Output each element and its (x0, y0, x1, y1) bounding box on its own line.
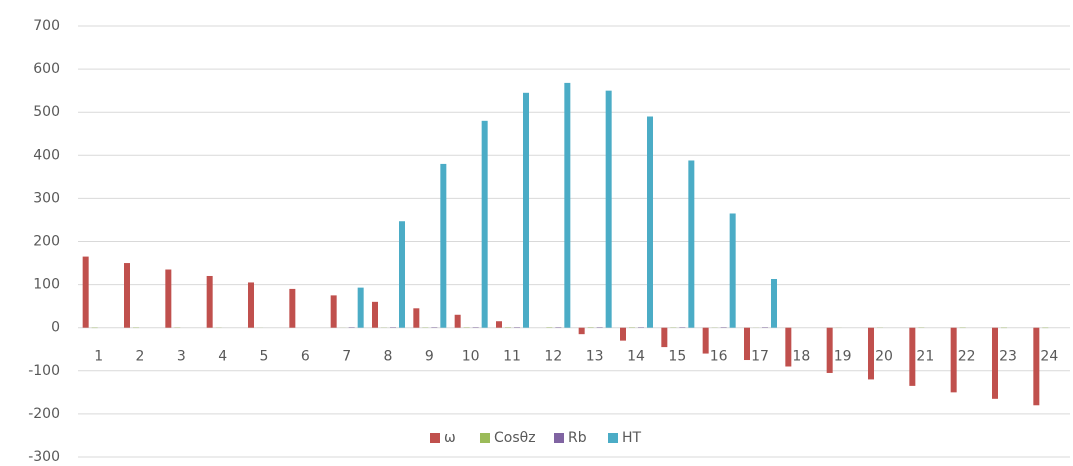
legend-label: HT (622, 430, 642, 446)
bar (248, 282, 254, 328)
bar (771, 278, 777, 328)
x-tick-label: 18 (792, 349, 810, 365)
bar (564, 82, 571, 328)
x-tick-label: 4 (218, 349, 227, 365)
x-tick-label: 1 (94, 349, 103, 365)
bar (620, 327, 626, 341)
x-tick-label: 21 (916, 349, 934, 365)
legend-label: Cosθz (494, 430, 536, 446)
bar (909, 327, 916, 386)
y-tick-label: 200 (33, 234, 60, 250)
x-tick-label: 8 (384, 349, 393, 365)
bar (702, 327, 709, 354)
y-tick-label: 600 (33, 61, 60, 77)
bar (523, 92, 529, 328)
x-tick-label: 3 (177, 349, 186, 365)
bar (647, 116, 653, 328)
y-tick-label: 300 (33, 190, 60, 206)
x-tick-label: 24 (1040, 349, 1058, 365)
x-tick-label: 16 (710, 349, 728, 365)
bar (605, 90, 612, 328)
bar (454, 314, 461, 328)
bar (661, 327, 668, 348)
bar (165, 269, 172, 328)
bar (729, 213, 736, 328)
x-tick-label: 12 (544, 349, 562, 365)
y-tick-label: 700 (33, 18, 60, 34)
bar (744, 327, 750, 361)
x-tick-label: 20 (875, 349, 893, 365)
bar (1033, 327, 1040, 406)
x-tick-label: 15 (668, 349, 686, 365)
x-tick-label: 22 (958, 349, 976, 365)
bar (124, 263, 130, 328)
y-tick-label: -100 (28, 363, 60, 379)
legend-swatch (608, 433, 618, 443)
y-tick-label: -300 (28, 449, 60, 465)
bar (578, 327, 585, 335)
y-tick-label: 0 (51, 320, 60, 336)
x-tick-label: 2 (136, 349, 145, 365)
bar (688, 160, 695, 328)
bar (413, 308, 420, 328)
y-tick-label: -200 (28, 406, 60, 422)
bar (785, 327, 792, 367)
x-tick-label: 11 (503, 349, 521, 365)
x-tick-label: 5 (260, 349, 269, 365)
x-tick-label: 7 (342, 349, 351, 365)
bar (496, 321, 502, 328)
bar (372, 301, 378, 328)
y-tick-label: 400 (33, 147, 60, 163)
legend-label: Rb (568, 430, 587, 446)
bar (357, 287, 364, 328)
bar (992, 327, 998, 399)
bar (826, 327, 833, 373)
y-tick-label: 100 (33, 277, 60, 293)
legend-swatch (480, 433, 490, 443)
bar (481, 120, 488, 328)
x-tick-label: 10 (462, 349, 480, 365)
bar (330, 295, 337, 328)
bar (82, 256, 89, 328)
x-tick-label: 13 (586, 349, 604, 365)
bar (950, 327, 957, 393)
x-tick-label: 19 (834, 349, 852, 365)
y-tick-label: 500 (33, 104, 60, 120)
bar (206, 275, 213, 328)
x-tick-label: 17 (751, 349, 769, 365)
bar (289, 288, 296, 328)
x-tick-label: 23 (999, 349, 1017, 365)
bar (399, 221, 405, 328)
legend-swatch (430, 433, 440, 443)
bar (868, 327, 874, 380)
legend-swatch (554, 433, 564, 443)
x-tick-label: 9 (425, 349, 434, 365)
bar (440, 163, 447, 328)
x-tick-label: 6 (301, 349, 310, 365)
x-tick-label: 14 (627, 349, 645, 365)
legend-label: ω (444, 430, 456, 446)
